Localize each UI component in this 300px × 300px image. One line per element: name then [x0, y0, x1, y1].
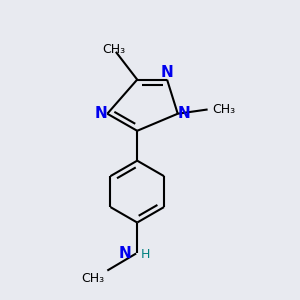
Text: N: N — [161, 64, 173, 80]
Text: CH₃: CH₃ — [212, 103, 235, 116]
Text: CH₃: CH₃ — [81, 272, 104, 285]
Text: N: N — [119, 246, 132, 261]
Text: CH₃: CH₃ — [102, 43, 125, 56]
Text: N: N — [94, 106, 107, 121]
Text: N: N — [178, 106, 190, 121]
Text: H: H — [140, 248, 150, 261]
